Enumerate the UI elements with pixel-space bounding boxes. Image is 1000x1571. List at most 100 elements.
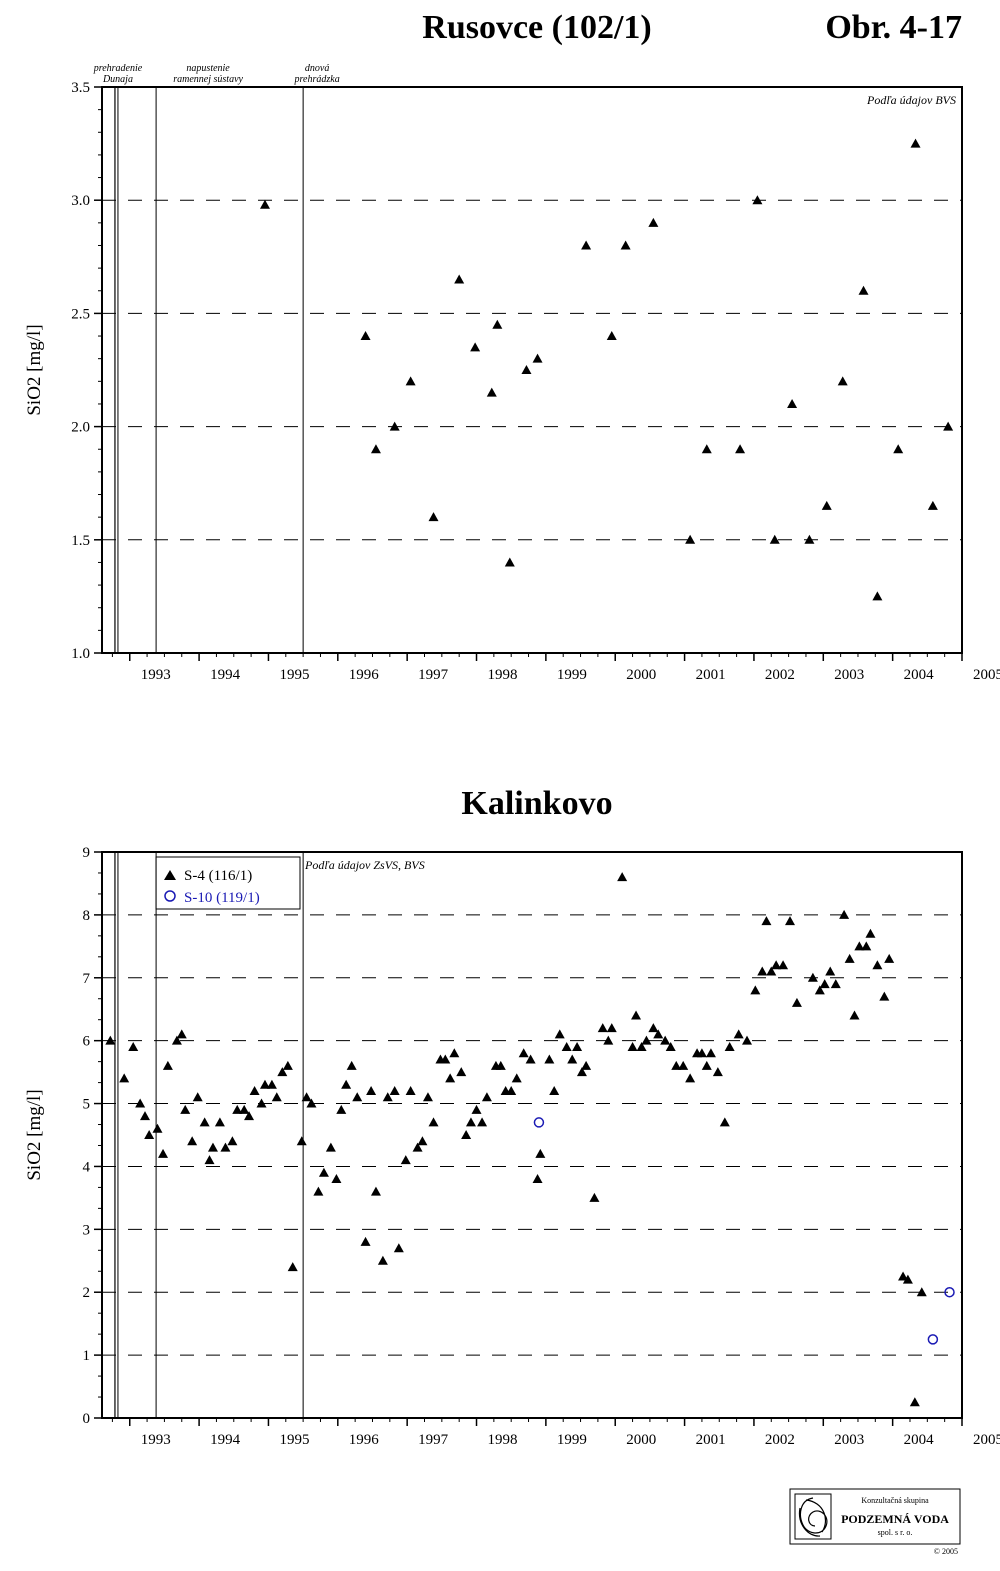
ytick-label: 4 — [83, 1159, 91, 1175]
data-point-2-0-64 — [481, 1092, 492, 1102]
data-point-2-0-127 — [879, 991, 890, 1001]
ytick-label: 8 — [83, 908, 91, 924]
chart-1-source-note: Podľa údajov BVS — [866, 93, 956, 107]
ytick-label: 2 — [83, 1285, 91, 1301]
data-point-2-0-48 — [393, 1243, 404, 1253]
xtick-label: 1996 — [349, 1432, 380, 1448]
data-point-2-0-82 — [589, 1192, 600, 1202]
data-point-2-0-77 — [561, 1041, 572, 1051]
data-point-1-0-27 — [872, 591, 883, 601]
data-point-2-0-112 — [778, 960, 789, 970]
xtick-label: 2001 — [696, 1432, 726, 1448]
data-point-2-0-34 — [313, 1186, 324, 1196]
data-point-2-0-46 — [382, 1092, 393, 1102]
data-point-2-0-72 — [532, 1174, 543, 1184]
chart-kalinkovo: SiO2 [mg/l] Podľa údajov ZsVS, BVS S-4 (… — [24, 845, 1000, 1448]
data-point-2-0-109 — [761, 916, 772, 926]
data-point-2-0-69 — [511, 1073, 522, 1083]
xtick-label: 2001 — [696, 667, 726, 683]
data-point-2-0-115 — [807, 972, 818, 982]
data-point-2-0-96 — [678, 1060, 689, 1070]
xtick-label: 2003 — [834, 1432, 864, 1448]
data-point-2-0-88 — [631, 1010, 642, 1020]
legend-series-s10: S-10 (119/1) — [184, 890, 260, 906]
data-point-2-0-75 — [549, 1085, 560, 1095]
data-point-1-0-18 — [701, 444, 712, 454]
data-point-2-0-30 — [287, 1262, 298, 1272]
legend-triangle-marker — [164, 870, 176, 880]
xtick-label: 1995 — [279, 1432, 309, 1448]
data-point-2-0-17 — [214, 1117, 225, 1127]
xtick-label: 1997 — [418, 1432, 449, 1448]
logo-line-1: Konzultačná skupina — [861, 1496, 929, 1505]
data-point-1-0-31 — [943, 421, 954, 431]
data-point-2-0-13 — [192, 1092, 203, 1102]
chart-2-legend: S-4 (116/1) S-10 (119/1) — [155, 856, 301, 910]
data-point-2-0-105 — [733, 1029, 744, 1039]
data-point-2-0-36 — [325, 1142, 336, 1152]
data-point-2-0-11 — [180, 1104, 191, 1114]
data-point-2-0-57 — [445, 1073, 456, 1083]
data-point-2-0-52 — [417, 1136, 428, 1146]
xtick-label: 2004 — [904, 1432, 935, 1448]
data-point-1-0-26 — [858, 285, 869, 295]
data-point-2-1-2 — [944, 1286, 955, 1298]
data-point-2-0-60 — [461, 1130, 472, 1139]
data-point-1-0-14 — [606, 331, 617, 341]
data-point-2-0-126 — [872, 960, 883, 970]
data-point-2-0-91 — [648, 1023, 659, 1033]
ytick-label: 3 — [83, 1222, 91, 1238]
data-point-2-0-86 — [617, 872, 628, 882]
data-point-2-0-51 — [412, 1142, 423, 1152]
xtick-label: 1997 — [418, 667, 449, 683]
data-point-2-0-125 — [865, 928, 876, 938]
figure-number: Obr. 4-17 — [825, 9, 962, 46]
data-point-2-0-10 — [176, 1029, 187, 1039]
data-point-2-0-103 — [719, 1117, 730, 1127]
data-point-1-0-15 — [620, 240, 631, 250]
data-point-1-0-23 — [804, 534, 815, 544]
chart-2-title: Kalinkovo — [461, 785, 612, 822]
chart-2-ylabel: SiO2 [mg/l] — [24, 1089, 45, 1180]
data-point-2-0-124 — [861, 941, 872, 951]
data-point-2-0-129 — [898, 1271, 909, 1281]
data-point-2-0-131 — [909, 1397, 920, 1407]
event-label-2-1: prehrádzka — [294, 74, 340, 85]
ytick-label: 1 — [83, 1348, 91, 1364]
data-point-2-0-8 — [162, 1060, 173, 1070]
data-point-2-0-94 — [665, 1041, 676, 1051]
data-point-2-0-37 — [331, 1174, 342, 1184]
data-point-2-0-130 — [902, 1274, 913, 1284]
data-point-2-0-100 — [701, 1060, 712, 1070]
data-point-2-0-3 — [135, 1098, 146, 1108]
data-point-2-0-6 — [152, 1123, 163, 1133]
data-point-2-0-79 — [572, 1041, 583, 1051]
data-point-2-0-18 — [220, 1142, 231, 1152]
data-point-2-0-90 — [641, 1035, 652, 1045]
data-point-2-0-74 — [544, 1054, 555, 1064]
logo-copyright: © 2005 — [934, 1547, 958, 1556]
ytick-label: 0 — [83, 1411, 91, 1427]
data-point-2-0-116 — [814, 985, 825, 995]
data-point-2-0-42 — [360, 1236, 371, 1246]
logo-line-3: spol. s r. o. — [878, 1528, 913, 1537]
data-point-1-0-21 — [769, 534, 780, 544]
xtick-label: 1995 — [279, 667, 309, 683]
data-point-2-1-1 — [927, 1334, 939, 1345]
data-point-1-0-28 — [893, 444, 904, 454]
data-point-2-0-26 — [266, 1079, 277, 1089]
data-point-2-0-99 — [696, 1048, 707, 1058]
data-point-1-0-5 — [428, 512, 439, 522]
data-point-2-0-106 — [742, 1035, 752, 1045]
data-point-2-0-119 — [830, 979, 841, 989]
data-point-1-0-13 — [581, 240, 592, 250]
ytick-label: 1.0 — [71, 646, 90, 662]
xtick-label: 1993 — [141, 1432, 171, 1448]
data-point-2-0-59 — [456, 1067, 467, 1077]
data-point-2-0-84 — [603, 1035, 614, 1045]
data-point-2-0-35 — [318, 1167, 329, 1177]
xtick-label: 1996 — [349, 667, 380, 683]
event-label-1-0: napustenie — [186, 63, 230, 74]
data-point-2-0-83 — [597, 1023, 608, 1033]
chart-2-source-note: Podľa údajov ZsVS, BVS — [304, 858, 425, 872]
